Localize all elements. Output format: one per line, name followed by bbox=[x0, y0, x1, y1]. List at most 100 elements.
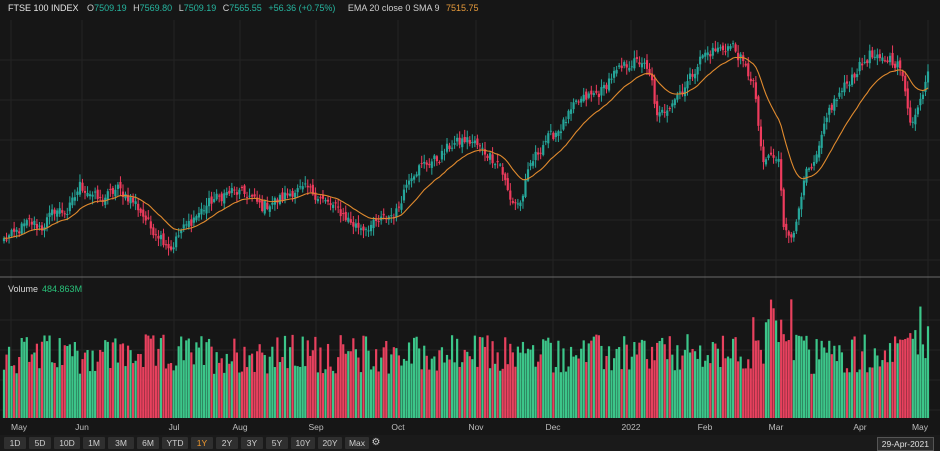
volume-bar bbox=[471, 359, 474, 418]
candle-body bbox=[582, 94, 585, 102]
candle-body bbox=[481, 147, 484, 149]
candle-body bbox=[76, 191, 79, 195]
candle-body bbox=[731, 43, 735, 45]
range-button-1m[interactable]: 1M bbox=[83, 437, 105, 449]
candle-body bbox=[10, 229, 13, 236]
volume-bar bbox=[539, 354, 542, 418]
candle-body bbox=[271, 202, 274, 205]
candle-body bbox=[5, 239, 8, 241]
range-button-20y[interactable]: 20Y bbox=[318, 437, 342, 449]
candle-body bbox=[683, 87, 687, 97]
x-axis: May Jun Jul Aug Sep Oct Nov Dec 2022 Feb Mar Apr May bbox=[11, 422, 929, 432]
x-tick-label: Apr bbox=[853, 422, 866, 432]
volume-bar bbox=[190, 352, 193, 418]
range-button-max[interactable]: Max bbox=[345, 437, 369, 449]
volume-bar bbox=[544, 340, 547, 418]
candle-body bbox=[197, 212, 201, 218]
candle-body bbox=[853, 73, 856, 78]
candle-body bbox=[256, 197, 259, 202]
volume-bar bbox=[380, 357, 383, 418]
candle-body bbox=[35, 223, 39, 229]
candle-body bbox=[572, 102, 575, 110]
candle-body bbox=[668, 108, 671, 110]
range-button-3m[interactable]: 3M bbox=[108, 437, 134, 449]
volume-bar bbox=[782, 334, 785, 418]
candle-body bbox=[754, 82, 757, 99]
candle-body bbox=[749, 78, 752, 82]
range-button-5y[interactable]: 5Y bbox=[266, 437, 288, 449]
volume-bar bbox=[314, 336, 317, 418]
volume-bar bbox=[101, 351, 104, 418]
range-button-1y[interactable]: 1Y bbox=[191, 437, 213, 449]
candle-body bbox=[154, 234, 157, 236]
candle-body bbox=[2, 238, 6, 242]
volume-value: 484.863M bbox=[42, 284, 83, 294]
volume-bar bbox=[311, 350, 314, 418]
volume-bar bbox=[848, 372, 851, 418]
range-button-ytd[interactable]: YTD bbox=[162, 437, 188, 449]
volume-bar bbox=[43, 335, 46, 418]
candle-body bbox=[511, 201, 514, 203]
range-button-1d[interactable]: 1D bbox=[4, 437, 26, 449]
volume-bar bbox=[696, 358, 699, 418]
volume-bar bbox=[807, 349, 811, 418]
volume-bar bbox=[276, 337, 279, 418]
volume-bar bbox=[648, 368, 651, 418]
volume-bar bbox=[86, 350, 89, 418]
volume-bar bbox=[58, 338, 61, 418]
volume-bar bbox=[445, 354, 449, 418]
range-button-10d[interactable]: 10D bbox=[54, 437, 80, 449]
candle-body bbox=[354, 223, 357, 228]
volume-bar bbox=[448, 359, 451, 418]
candle-body bbox=[911, 121, 914, 123]
price-volume-chart[interactable]: May Jun Jul Aug Sep Oct Nov Dec 2022 Feb Mar Apr May bbox=[0, 0, 940, 435]
candle-body bbox=[304, 183, 307, 185]
candle-body bbox=[856, 74, 859, 78]
volume-bar bbox=[881, 360, 884, 418]
candle-body bbox=[787, 231, 790, 236]
candle-body bbox=[567, 110, 570, 120]
volume-bar bbox=[463, 349, 466, 418]
candle-body bbox=[334, 202, 337, 204]
candle-body bbox=[106, 191, 109, 200]
volume-bar bbox=[818, 359, 821, 418]
candle-body bbox=[681, 91, 684, 94]
volume-bar bbox=[273, 367, 276, 418]
volume-bar bbox=[40, 341, 44, 418]
candle-body bbox=[48, 212, 51, 217]
volume-bar bbox=[306, 340, 309, 418]
candle-body bbox=[478, 145, 482, 147]
candle-body bbox=[331, 204, 335, 208]
candle-body bbox=[288, 193, 292, 196]
candle-body bbox=[50, 209, 54, 216]
candle-body bbox=[20, 223, 23, 234]
volume-bar bbox=[481, 337, 484, 418]
range-button-5d[interactable]: 5D bbox=[29, 437, 51, 449]
candle-body bbox=[878, 54, 882, 59]
volume-bar bbox=[334, 373, 337, 418]
candle-body bbox=[94, 191, 97, 193]
range-button-3y[interactable]: 3Y bbox=[241, 437, 263, 449]
volume-bar bbox=[418, 348, 421, 418]
candle-body bbox=[58, 208, 61, 214]
candle-body bbox=[291, 191, 294, 197]
candle-body bbox=[526, 169, 530, 181]
candle-body bbox=[643, 62, 646, 64]
volume-bar bbox=[623, 336, 626, 418]
range-button-6m[interactable]: 6M bbox=[137, 437, 159, 449]
candle-body bbox=[230, 188, 233, 194]
volume-bar bbox=[385, 341, 388, 418]
range-button-10y[interactable]: 10Y bbox=[291, 437, 315, 449]
candle-body bbox=[445, 143, 449, 152]
date-field[interactable]: 29-Apr-2021 bbox=[876, 437, 934, 451]
volume-bar bbox=[359, 372, 363, 418]
gear-icon[interactable]: ⚙ bbox=[371, 437, 381, 448]
volume-bar bbox=[494, 363, 497, 418]
volume-bar bbox=[18, 357, 21, 418]
candle-body bbox=[400, 203, 403, 210]
candle-body bbox=[456, 137, 459, 142]
range-button-2y[interactable]: 2Y bbox=[216, 437, 238, 449]
candle-body bbox=[866, 60, 869, 64]
volume-bar bbox=[610, 370, 613, 418]
candle-body bbox=[126, 194, 130, 202]
